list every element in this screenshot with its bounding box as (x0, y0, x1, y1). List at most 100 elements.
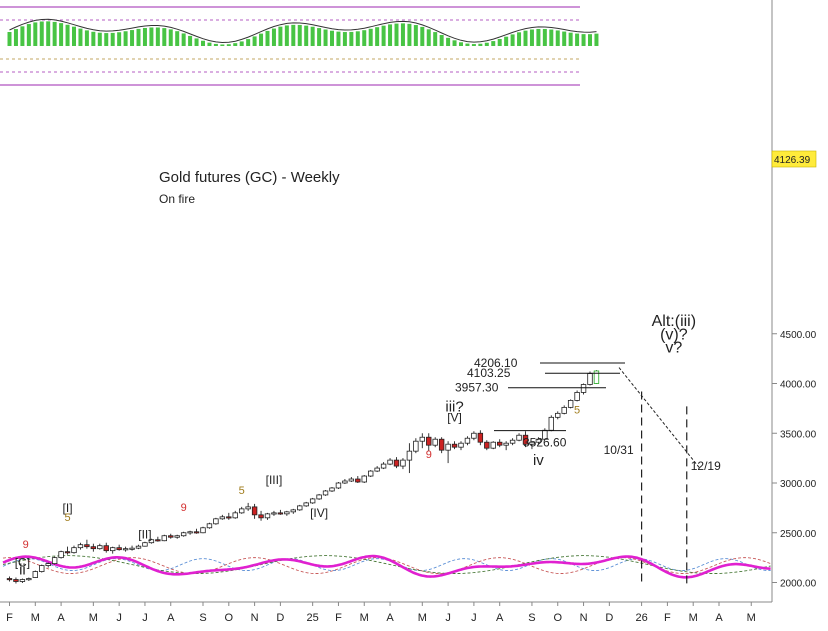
indicator-bar (130, 30, 135, 46)
candle-body (238, 508, 245, 514)
candle-body (509, 439, 516, 444)
time-axis: F M A M J J A S O N D 25 F M A M J J A S O N D 26 F M A M (0, 601, 772, 624)
candle-body (432, 438, 438, 446)
indicator-bar (310, 26, 315, 46)
indicator-bar (562, 31, 567, 46)
candle-body (6, 578, 13, 581)
indicator-bar (536, 28, 541, 46)
candle-body (548, 416, 554, 431)
indicator-bar (491, 41, 496, 46)
candle-body (406, 450, 413, 461)
candle-body (226, 516, 232, 519)
candle-body (97, 545, 103, 550)
candle-body (413, 440, 419, 452)
wave-label: v? (665, 340, 682, 357)
projection-lines: 10/31 12/19 (604, 367, 721, 585)
price-tick-label: 3000.00 (780, 479, 817, 490)
candle-body (522, 434, 529, 445)
candle-body (567, 400, 574, 408)
indicator-bar (72, 26, 76, 46)
wave-label: [I] (63, 501, 73, 515)
indicator-bar (97, 32, 102, 46)
candle-body (490, 441, 496, 449)
indicator-bar (323, 29, 328, 46)
candle-body (116, 547, 122, 551)
candle-body (206, 523, 213, 529)
time-tick-label: M (747, 612, 756, 624)
indicator-bar (555, 30, 560, 46)
indicator-bar (459, 42, 463, 46)
indicator-histogram (7, 21, 599, 46)
indicator-bar (175, 31, 180, 46)
candle-body (593, 370, 600, 384)
candle-body (129, 547, 135, 550)
indicator-bar (504, 36, 509, 46)
price-tick-label: 4500.00 (780, 330, 817, 341)
candle-body (297, 505, 303, 511)
time-tick-label: 26 (635, 612, 647, 624)
candle-body (516, 434, 522, 441)
chart-title: Gold futures (GC) - Weekly (159, 169, 340, 186)
candle-body (309, 498, 316, 504)
indicator-bar (413, 25, 418, 46)
price-level-label: 3526.60 (523, 436, 567, 450)
last-price-box (771, 150, 817, 168)
indicator-bar (33, 22, 38, 46)
indicator-bar (349, 31, 354, 46)
indicator-bar (226, 44, 231, 46)
candle-body (193, 531, 200, 534)
indicator-bar (426, 29, 431, 46)
indicator-bar (588, 34, 592, 46)
indicator-bar (362, 30, 367, 46)
indicator-bar (420, 26, 425, 46)
indicator-bar (381, 25, 386, 46)
indicator-bar (168, 29, 173, 46)
time-tick-label: J (445, 612, 451, 624)
candle-body (200, 527, 206, 534)
indicator-bar (471, 44, 476, 46)
time-tick-label: A (386, 612, 394, 624)
indicator-bar (220, 44, 225, 46)
indicator-bar (304, 25, 309, 46)
candle-body (580, 384, 587, 393)
wave-label: [III] (266, 473, 283, 487)
candle-body (77, 544, 84, 549)
price-tick-label: 2500.00 (780, 529, 817, 540)
candle-body (213, 518, 219, 525)
candle-body (39, 565, 45, 572)
time-tick-label: O (225, 612, 234, 624)
indicator-bar (342, 32, 347, 46)
candle-body (529, 441, 535, 445)
indicator-bar (110, 32, 115, 46)
candle-body (387, 459, 393, 465)
last-price-label: 4126.39 (774, 155, 811, 166)
candles (6, 370, 600, 584)
time-tick-label: J (471, 612, 477, 624)
candle-body (380, 463, 387, 469)
indicator-bar (439, 34, 444, 46)
candle-body (393, 459, 400, 467)
candle-body (374, 467, 380, 472)
indicator-bar (278, 26, 283, 46)
indicator-bar (484, 42, 489, 46)
indicator-bar (123, 31, 128, 46)
candle-body (155, 539, 161, 542)
candle-body (51, 557, 58, 564)
time-tick-label: M (418, 612, 427, 624)
candle-body (419, 436, 425, 442)
time-tick-label: M (89, 612, 98, 624)
candle-body (290, 509, 296, 513)
candle-body (471, 432, 477, 439)
indicator-bar (239, 41, 244, 46)
candle-body (361, 475, 367, 483)
indicator-bar (181, 33, 186, 46)
indicator-bar (523, 30, 528, 46)
time-tick-label: M (689, 612, 698, 624)
indicator-bar (78, 28, 83, 46)
candle-body (438, 438, 445, 451)
indicator-bar (394, 23, 399, 46)
candle-body (258, 514, 264, 519)
indicator-bar (84, 30, 89, 46)
